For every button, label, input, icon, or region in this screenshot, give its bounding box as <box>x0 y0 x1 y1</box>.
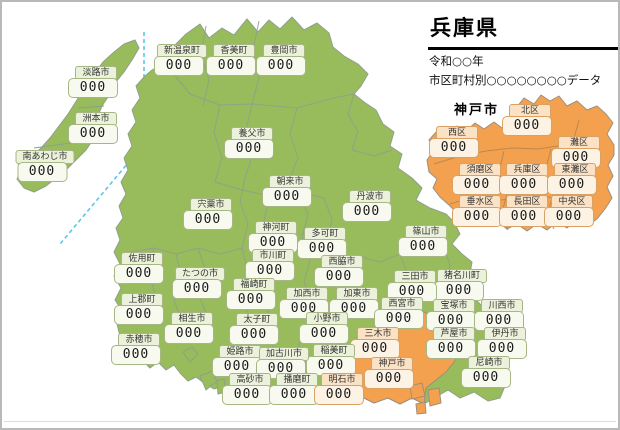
municipality-label-value: 000 <box>114 305 164 325</box>
municipality-label: 西宮市 000 <box>374 297 427 329</box>
municipality-label: 赤穂市 000 <box>111 333 164 365</box>
municipality-label-value: 000 <box>114 264 164 284</box>
kobe-ward-label: 垂水区 000 <box>452 195 505 227</box>
municipality-label: 播磨町 000 <box>269 373 322 405</box>
municipality-label-value: 000 <box>206 56 256 76</box>
kobe-ward-label-value: 000 <box>429 138 479 158</box>
municipality-label: 南あわじ市 000 <box>15 150 75 182</box>
municipality-label: 太子町 000 <box>229 313 282 345</box>
kobe-ward-label: 北区 000 <box>502 104 555 136</box>
municipality-label-value: 000 <box>398 237 448 257</box>
municipality-label: 朝来市 000 <box>262 175 315 207</box>
municipality-label: 宝塚市 000 <box>426 299 479 331</box>
kobe-ward-label: 兵庫区 000 <box>499 163 552 195</box>
header: 兵庫県 令和○○年 市区町村別○○○○○○○○データ <box>428 12 618 88</box>
kobe-ward-label-value: 000 <box>544 207 594 227</box>
municipality-label: 尼崎市 000 <box>461 356 514 388</box>
islet <box>182 346 199 363</box>
municipality-label-value: 000 <box>477 339 527 359</box>
subtitle-data: 市区町村別○○○○○○○○データ <box>429 73 602 87</box>
municipality-label: 高砂市 000 <box>222 373 275 405</box>
municipality-label-value: 000 <box>314 267 364 287</box>
kobe-ward-label-value: 000 <box>499 207 549 227</box>
municipality-label: 豊岡市 000 <box>256 44 309 76</box>
municipality-label: 洲本市 000 <box>68 112 121 144</box>
municipality-label-value: 000 <box>248 233 298 253</box>
municipality-label: 香美町 000 <box>206 44 259 76</box>
kobe-ward-label-value: 000 <box>499 175 549 195</box>
municipality-label: 新温泉町 000 <box>153 44 208 76</box>
port-island <box>415 401 427 415</box>
municipality-label: 加古川市 000 <box>255 347 310 379</box>
municipality-label-value: 000 <box>68 78 118 98</box>
kobe-ward-label: 長田区 000 <box>499 195 552 227</box>
municipality-label-value: 000 <box>299 324 349 344</box>
kobe-ward-label: 東灘区 000 <box>547 163 600 195</box>
subtitle-era: 令和○○年 <box>429 54 484 68</box>
municipality-label: 宍粟市 000 <box>183 198 236 230</box>
municipality-label: 猪名川町 000 <box>433 269 488 301</box>
municipality-label-value: 000 <box>262 187 312 207</box>
municipality-label-value: 000 <box>171 279 222 299</box>
municipality-label-value: 000 <box>183 210 233 230</box>
municipality-label-value: 000 <box>111 345 161 365</box>
municipality-label: 淡路市 000 <box>68 66 121 98</box>
municipality-label: 福崎町 000 <box>226 278 279 310</box>
municipality-label-value: 000 <box>426 339 476 359</box>
municipality-label: 丹波市 000 <box>342 190 395 222</box>
municipality-label: 養父市 000 <box>224 127 277 159</box>
kobe-ward-label-value: 000 <box>452 175 502 195</box>
municipality-label-value: 000 <box>314 385 364 405</box>
kobe-ward-label: 須磨区 000 <box>452 163 505 195</box>
municipality-label: 多可町 000 <box>297 227 350 259</box>
municipality-label: 神戸市 000 <box>364 357 417 389</box>
municipality-label-name: 香美町 <box>213 44 255 58</box>
municipality-label-value: 000 <box>426 311 476 331</box>
municipality-label-value: 000 <box>16 162 67 182</box>
municipality-label-value: 000 <box>224 139 274 159</box>
municipality-label: 小野市 000 <box>299 312 352 344</box>
municipality-label: 神河町 000 <box>248 221 301 253</box>
page-title: 兵庫県 <box>428 12 618 50</box>
municipality-label: 篠山市 000 <box>398 225 451 257</box>
municipality-label: 三木市 000 <box>350 327 403 359</box>
municipality-label: 川西市 000 <box>474 299 527 331</box>
municipality-label-value: 000 <box>364 369 414 389</box>
kobe-ward-label: 中央区 000 <box>544 195 597 227</box>
municipality-label-value: 000 <box>256 56 306 76</box>
municipality-label-value: 000 <box>461 368 511 388</box>
municipality-label-value: 000 <box>153 56 204 76</box>
municipality-label: 伊丹市 000 <box>477 327 530 359</box>
municipality-label-value: 000 <box>342 202 392 222</box>
port-island <box>427 387 442 407</box>
municipality-label-value: 000 <box>164 324 214 344</box>
kobe-ward-label-value: 000 <box>547 175 597 195</box>
municipality-label: 姫路市 000 <box>212 345 265 377</box>
municipality-label: 市川町 000 <box>245 249 298 281</box>
kobe-ward-label-value: 000 <box>502 116 552 136</box>
kobe-ward-label: 西区 000 <box>429 126 482 158</box>
municipality-label-value: 000 <box>229 325 279 345</box>
municipality-label-value: 000 <box>212 357 262 377</box>
municipality-label-value: 000 <box>374 309 424 329</box>
municipality-label-value: 000 <box>269 385 319 405</box>
municipality-label-value: 000 <box>222 385 272 405</box>
municipality-label: 明石市 000 <box>314 373 367 405</box>
port-island <box>409 382 426 400</box>
municipality-label: 佐用町 000 <box>114 252 167 284</box>
municipality-label-name: 佐用町 <box>121 252 163 266</box>
kobe-ward-label-value: 000 <box>452 207 502 227</box>
municipality-label-value: 000 <box>433 281 484 301</box>
municipality-label-value: 000 <box>68 124 118 144</box>
municipality-label: 芦屋市 000 <box>426 327 479 359</box>
municipality-label: 西脇市 000 <box>314 255 367 287</box>
kobe-inset-title: 神戸市 <box>454 103 500 118</box>
municipality-label-value: 000 <box>226 290 276 310</box>
bottom-rule <box>4 421 616 422</box>
municipality-label: 相生市 000 <box>164 312 217 344</box>
municipality-label: 稲美町 000 <box>306 344 359 376</box>
municipality-label: 上郡町 000 <box>114 293 167 325</box>
municipality-label: たつの市 000 <box>171 267 226 299</box>
